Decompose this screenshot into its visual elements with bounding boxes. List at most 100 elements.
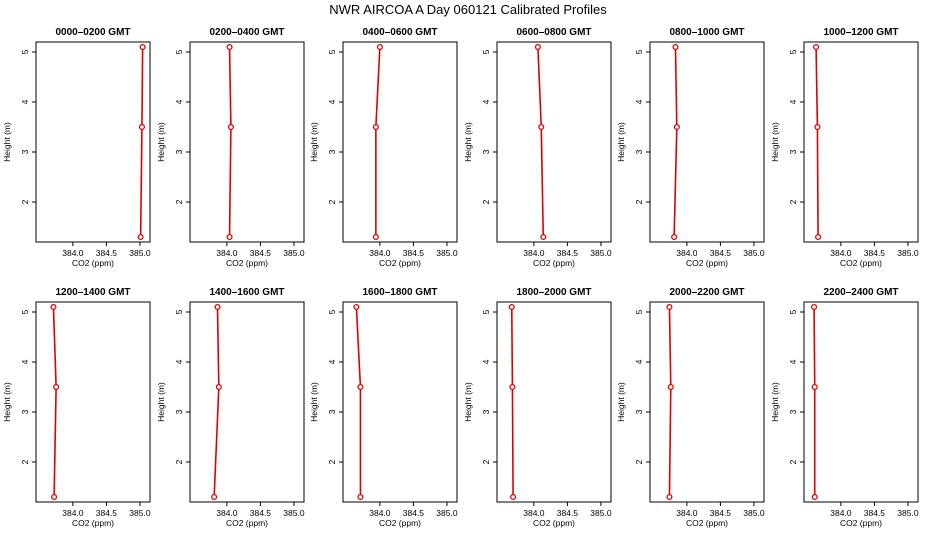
data-point xyxy=(357,493,364,501)
y-axis-label: Height (m) xyxy=(2,382,12,422)
x-tick-label: 385.0 xyxy=(436,248,458,258)
figure-title: NWR AIRCOA A Day 060121 Calibrated Profi… xyxy=(329,2,607,17)
y-tick-label: 5 xyxy=(634,309,644,314)
x-tick-label: 384.0 xyxy=(830,508,852,518)
profile-line xyxy=(537,46,545,238)
y-tick-label: 5 xyxy=(788,309,798,314)
profile-line xyxy=(668,306,672,498)
x-tick-label: 384.5 xyxy=(864,248,886,258)
y-tick-label: 2 xyxy=(174,199,184,204)
data-point xyxy=(534,43,541,51)
x-tick-label: 384.5 xyxy=(557,508,579,518)
y-tick-label: 3 xyxy=(481,409,491,414)
y-tick-label: 3 xyxy=(481,149,491,154)
x-axis-label: CO2 (ppm) xyxy=(686,518,728,528)
data-point xyxy=(667,383,674,391)
plot-frame xyxy=(803,41,919,243)
y-tick-label: 5 xyxy=(481,49,491,54)
y-tick-label: 4 xyxy=(327,359,337,364)
x-tick-label: 385.0 xyxy=(129,508,151,518)
y-tick-label: 2 xyxy=(20,459,30,464)
data-point xyxy=(814,123,821,131)
y-tick-label: 3 xyxy=(634,409,644,414)
x-tick-label: 384.5 xyxy=(250,508,272,518)
x-tick-label: 384.5 xyxy=(557,248,579,258)
data-point xyxy=(226,43,233,51)
data-point xyxy=(509,383,516,391)
y-tick-label: 5 xyxy=(20,309,30,314)
y-tick-label: 3 xyxy=(788,149,798,154)
y-tick-label: 4 xyxy=(634,99,644,104)
y-axis-label: Height (m) xyxy=(309,122,319,162)
y-tick-label: 2 xyxy=(481,459,491,464)
profile-line xyxy=(213,306,220,498)
panel-title: 0800–1000 GMT xyxy=(669,27,744,38)
x-tick-label: 384.0 xyxy=(523,508,545,518)
y-tick-label: 3 xyxy=(634,149,644,154)
plot-frame xyxy=(342,41,458,243)
data-point xyxy=(538,123,545,131)
data-point xyxy=(815,233,822,241)
panel-title: 0400–0600 GMT xyxy=(362,27,437,38)
x-tick-label: 385.0 xyxy=(743,508,765,518)
data-point xyxy=(137,233,144,241)
y-tick-label: 5 xyxy=(481,309,491,314)
plot-frame xyxy=(189,301,305,503)
x-axis-label: CO2 (ppm) xyxy=(840,258,882,268)
y-tick-label: 2 xyxy=(481,199,491,204)
x-tick-label: 384.5 xyxy=(96,508,118,518)
y-tick-label: 2 xyxy=(327,459,337,464)
x-axis-label: CO2 (ppm) xyxy=(379,518,421,528)
data-point xyxy=(813,43,820,51)
x-tick-label: 384.5 xyxy=(864,508,886,518)
data-point xyxy=(372,123,379,131)
x-tick-label: 384.0 xyxy=(62,508,84,518)
y-tick-label: 5 xyxy=(634,49,644,54)
y-tick-label: 5 xyxy=(174,49,184,54)
y-tick-label: 3 xyxy=(327,409,337,414)
x-tick-label: 384.5 xyxy=(403,248,425,258)
profile-line xyxy=(355,306,362,497)
plot-frame xyxy=(189,41,305,243)
y-tick-label: 3 xyxy=(20,149,30,154)
y-axis-label: Height (m) xyxy=(770,382,780,422)
y-axis-label: Height (m) xyxy=(463,382,473,422)
x-tick-label: 385.0 xyxy=(590,508,612,518)
y-tick-label: 4 xyxy=(174,359,184,364)
y-tick-label: 4 xyxy=(20,359,30,364)
x-tick-label: 384.5 xyxy=(710,248,732,258)
x-tick-label: 384.5 xyxy=(96,248,118,258)
plot-frame xyxy=(649,301,765,503)
y-tick-label: 2 xyxy=(634,199,644,204)
y-axis-label: Height (m) xyxy=(309,382,319,422)
data-point xyxy=(510,493,517,501)
data-point xyxy=(50,303,57,311)
plot-frame xyxy=(35,41,151,243)
x-axis-label: CO2 (ppm) xyxy=(840,518,882,528)
x-tick-label: 385.0 xyxy=(743,248,765,258)
x-tick-label: 384.5 xyxy=(403,508,425,518)
x-axis-label: CO2 (ppm) xyxy=(686,258,728,268)
profile-line xyxy=(375,46,381,237)
data-point xyxy=(508,303,515,311)
y-tick-label: 3 xyxy=(174,149,184,154)
data-point xyxy=(139,43,146,51)
x-axis-label: CO2 (ppm) xyxy=(72,258,114,268)
data-point xyxy=(811,493,818,501)
x-tick-label: 385.0 xyxy=(283,248,305,258)
y-tick-label: 4 xyxy=(20,99,30,104)
panel-title: 1000–1200 GMT xyxy=(823,27,898,38)
profile-line xyxy=(510,306,514,498)
data-point xyxy=(376,43,383,51)
plot-frame xyxy=(342,301,458,503)
y-tick-label: 3 xyxy=(327,149,337,154)
x-axis-label: CO2 (ppm) xyxy=(226,518,268,528)
plot-frame xyxy=(803,301,919,503)
x-tick-label: 385.0 xyxy=(590,248,612,258)
y-axis-label: Height (m) xyxy=(2,122,12,162)
profile-line xyxy=(815,46,819,238)
panel-title: 1800–2000 GMT xyxy=(516,287,591,298)
panel-title: 0000–0200 GMT xyxy=(55,27,130,38)
x-axis-label: CO2 (ppm) xyxy=(533,518,575,528)
